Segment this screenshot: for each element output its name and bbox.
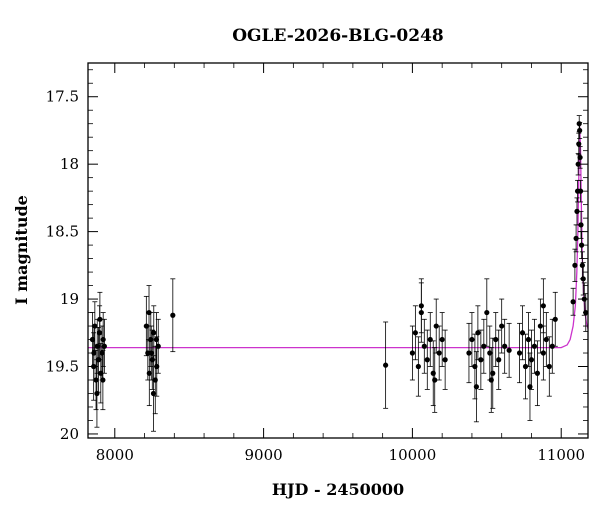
data-point: [540, 303, 546, 309]
data-point: [573, 235, 579, 241]
data-point: [97, 316, 103, 322]
data-point: [432, 377, 438, 383]
y-tick-label: 19.5: [46, 358, 79, 376]
data-point: [146, 309, 152, 316]
data-point: [525, 336, 532, 343]
data-point: [424, 357, 430, 363]
data-point: [534, 370, 541, 376]
data-point: [576, 121, 582, 127]
data-point: [409, 350, 416, 356]
data-point: [516, 350, 523, 356]
data-point: [527, 384, 533, 390]
data-point: [475, 330, 481, 336]
data-point: [552, 316, 558, 322]
data-point: [148, 350, 154, 356]
data-point: [484, 309, 490, 316]
data-point: [442, 357, 448, 363]
plot-area: [88, 115, 588, 432]
y-axis-label: I magnitude: [12, 195, 31, 305]
data-point: [579, 262, 585, 268]
data-point: [99, 350, 105, 356]
data-point: [531, 343, 538, 349]
x-axis-label: HJD - 2450000: [272, 480, 404, 499]
data-point: [466, 350, 472, 356]
data-point: [436, 350, 442, 356]
data-point: [493, 336, 499, 343]
axis-ticks: 8000 9000 10000 11000 17.5 18 18.5 19 19.5 20: [46, 63, 588, 464]
data-point: [418, 303, 424, 309]
data-point: [577, 127, 583, 134]
data-point: [433, 323, 439, 329]
data-point: [522, 363, 529, 370]
data-point: [543, 336, 549, 343]
data-point: [577, 154, 583, 161]
data-point: [496, 357, 502, 363]
data-point: [499, 323, 505, 329]
y-tick-label: 18: [60, 155, 79, 173]
plot-contents: [88, 115, 588, 432]
data-point: [155, 343, 161, 349]
data-point: [576, 141, 582, 147]
plot-frame: [87, 62, 589, 439]
data-point: [570, 299, 576, 305]
data-point: [578, 222, 584, 228]
data-point: [94, 390, 100, 397]
data-point: [546, 363, 552, 370]
x-tick-label: 10000: [389, 446, 437, 464]
data-point: [100, 336, 106, 343]
data-point: [170, 312, 176, 318]
data-point: [540, 350, 546, 356]
data-point: [549, 343, 555, 349]
data-point: [412, 330, 418, 336]
data-point: [506, 347, 512, 353]
data-point: [415, 363, 421, 370]
data-point: [383, 362, 389, 368]
y-tick-label: 19: [60, 290, 79, 308]
data-point: [151, 330, 157, 336]
y-tick-label: 17.5: [46, 88, 79, 106]
x-tick-label: 11000: [537, 446, 585, 464]
data-point: [146, 370, 152, 376]
data-point: [439, 336, 445, 343]
data-point: [469, 336, 475, 343]
data-point: [478, 357, 484, 363]
chart-title: OGLE-2026-BLG-0248: [232, 26, 444, 46]
data-point: [100, 377, 106, 383]
x-tick-label: 9000: [245, 446, 283, 464]
y-tick-label: 18.5: [46, 223, 79, 241]
data-point: [427, 336, 433, 343]
data-point: [572, 262, 578, 268]
y-tick-label: 20: [60, 425, 79, 443]
data-point: [579, 242, 585, 248]
data-point: [519, 330, 526, 336]
data-point: [153, 336, 160, 343]
data-point: [481, 343, 487, 349]
data-point: [502, 343, 508, 349]
data-point: [574, 208, 580, 214]
data-point: [488, 377, 494, 383]
data-point: [101, 343, 107, 349]
data-point: [580, 276, 586, 282]
data-point: [421, 343, 427, 349]
data-point: [91, 350, 97, 356]
data-point: [537, 323, 543, 329]
model-curve: [88, 126, 588, 349]
data-point: [473, 384, 479, 390]
x-tick-label: 8000: [96, 446, 134, 464]
data-point: [577, 188, 584, 194]
data-point: [150, 390, 157, 397]
